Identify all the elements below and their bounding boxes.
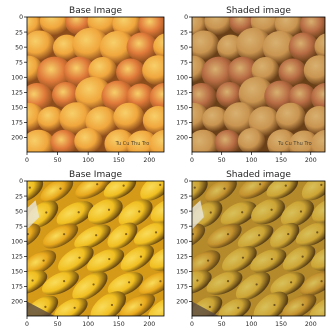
y-tick-label: 25 (15, 29, 23, 36)
x-tick-label: 0 (25, 157, 29, 164)
y-tick-label: 175 (176, 284, 188, 291)
photo-image: Tu Cu Thu Tro (27, 17, 164, 152)
y-tick-label: 100 (176, 74, 188, 81)
x-tick-label: 100 (245, 157, 257, 164)
y-tick-label: 75 (15, 223, 23, 230)
y-tick-label: 100 (11, 74, 23, 81)
y-tick-label: 150 (176, 105, 188, 112)
watermark-text: Tu Cu Thu Tro (115, 141, 150, 147)
y-tick-label: 150 (176, 269, 188, 276)
photo-image: Tu Cu Thu Tro (192, 17, 325, 152)
y-tick-label: 0 (19, 178, 23, 185)
y-tick-label: 100 (176, 238, 188, 245)
y-tick-label: 125 (11, 90, 23, 97)
subplot-3: Base Image 0 25 50 75 100 125 150 175 200 0 50 100 15… (11, 170, 165, 328)
x-tick-label: 200 (143, 321, 155, 328)
y-tick-label: 200 (11, 135, 23, 142)
x-tick-label: 100 (245, 321, 257, 328)
y-tick-label: 150 (11, 269, 23, 276)
x-tick-label: 50 (54, 157, 62, 164)
y-tick-label: 0 (184, 178, 188, 185)
subplot-title: Shaded image (226, 170, 291, 180)
y-tick-label: 175 (11, 120, 23, 127)
y-tick-label: 175 (176, 120, 188, 127)
subplot-2: Tu Cu Thu Tro Shaded image 0 25 50 75 100 125 15… (176, 6, 326, 164)
photo-image (192, 181, 325, 316)
subplot-title: Base Image (69, 170, 122, 180)
y-tick-label: 75 (15, 59, 23, 66)
x-tick-label: 100 (82, 321, 94, 328)
y-tick-label: 175 (11, 284, 23, 291)
y-tick-label: 50 (15, 208, 23, 215)
subplot-1: Tu Cu Thu Tro Base Image 0 25 50 75 100 125 150 1… (11, 6, 165, 164)
y-tick-label: 100 (11, 238, 23, 245)
x-tick-label: 0 (25, 321, 29, 328)
x-tick-label: 100 (82, 157, 94, 164)
y-tick-label: 75 (180, 59, 188, 66)
y-tick-label: 50 (180, 44, 188, 51)
x-tick-label: 150 (113, 321, 125, 328)
y-tick-label: 125 (176, 254, 188, 261)
y-tick-label: 125 (11, 254, 23, 261)
x-tick-label: 200 (143, 157, 155, 164)
x-tick-label: 150 (113, 157, 125, 164)
y-tick-label: 150 (11, 105, 23, 112)
x-tick-label: 200 (305, 321, 317, 328)
photo-image (27, 181, 164, 316)
x-tick-label: 150 (275, 321, 287, 328)
x-tick-label: 50 (54, 321, 62, 328)
y-tick-label: 25 (180, 193, 188, 200)
x-tick-label: 200 (305, 157, 317, 164)
y-tick-label: 0 (19, 14, 23, 21)
x-tick-label: 150 (275, 157, 287, 164)
y-tick-label: 0 (184, 14, 188, 21)
y-tick-label: 75 (180, 223, 188, 230)
y-tick-label: 50 (15, 44, 23, 51)
x-tick-label: 50 (218, 157, 226, 164)
x-tick-label: 0 (190, 157, 194, 164)
subplot-title: Shaded image (226, 6, 291, 16)
y-tick-label: 125 (176, 90, 188, 97)
subplot-title: Base Image (69, 6, 122, 16)
x-tick-label: 0 (190, 321, 194, 328)
y-tick-label: 25 (15, 193, 23, 200)
x-tick-label: 50 (218, 321, 226, 328)
y-tick-label: 200 (11, 299, 23, 306)
subplot-4: Shaded image 0 25 50 75 100 125 150 175 200 0 50 100… (176, 170, 326, 328)
watermark-text: Tu Cu Thu Tro (277, 141, 312, 147)
y-tick-label: 200 (176, 299, 188, 306)
y-tick-label: 25 (180, 29, 188, 36)
y-tick-label: 200 (176, 135, 188, 142)
y-tick-label: 50 (180, 208, 188, 215)
